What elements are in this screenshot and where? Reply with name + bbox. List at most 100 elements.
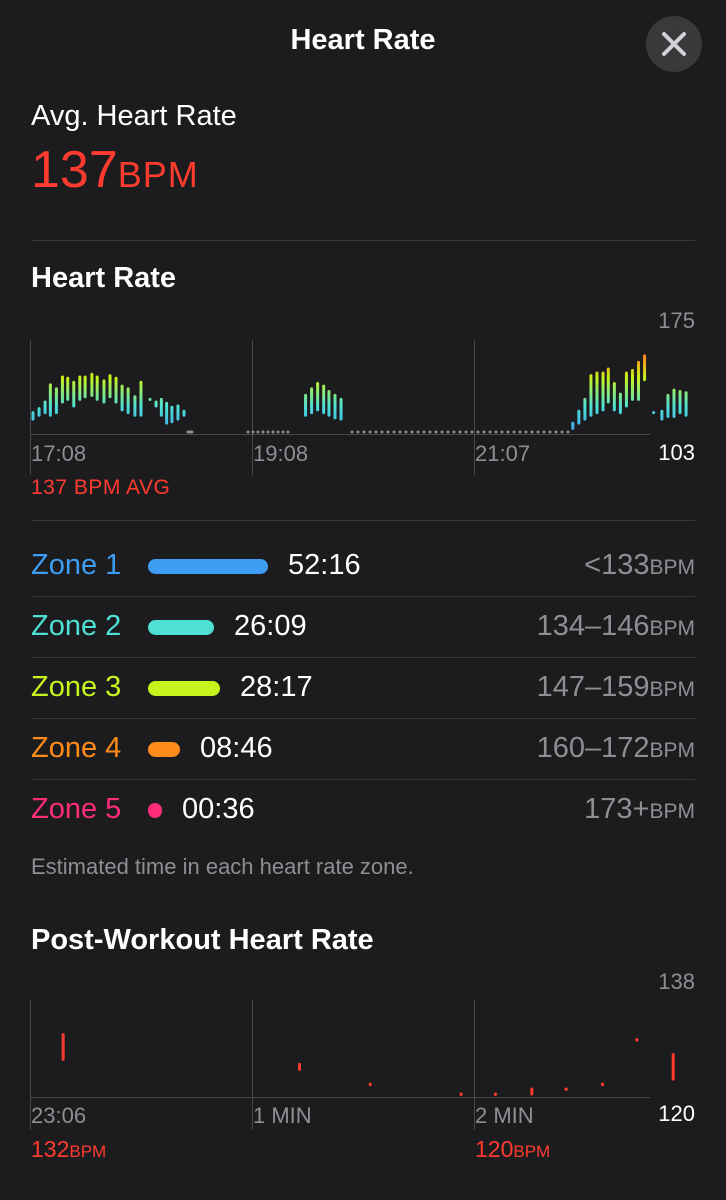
y-max-label: 175 <box>658 308 695 333</box>
post-start-value: 132BPM <box>31 1136 106 1163</box>
hr-gap-dot <box>281 430 285 434</box>
zone-name: Zone 1 <box>31 549 122 581</box>
zone-row: Zone 4 08:46 160–172BPM <box>31 720 695 780</box>
zone-range: 160–172BPM <box>537 732 695 765</box>
y-max-label: 138 <box>658 969 695 994</box>
hr-gap-dot <box>392 430 396 434</box>
hr-gap-dot <box>404 430 408 434</box>
sheet-title: Heart Rate <box>290 24 436 56</box>
zone-divider <box>31 596 695 597</box>
hr-gap-dot <box>276 430 280 434</box>
hr-gap-dot <box>470 430 474 434</box>
hr-gap-dot <box>536 430 540 434</box>
avg-value-number: 137 <box>31 141 118 199</box>
x-label-2: 19:08 <box>253 441 308 466</box>
hr-gap-dot <box>494 430 498 434</box>
zone-divider <box>31 779 695 780</box>
hr-gap-dot <box>398 430 402 434</box>
hr-gap-dot <box>374 430 378 434</box>
zone-range-unit: BPM <box>649 678 695 701</box>
zone-name: Zone 4 <box>31 732 122 764</box>
hr-gap-dot <box>410 430 414 434</box>
zone-range: <133BPM <box>584 549 695 582</box>
hr-gap-dot <box>286 430 290 434</box>
hr-gap-dot <box>246 430 250 434</box>
post-end-number: 120 <box>475 1136 514 1162</box>
zone-range-unit: BPM <box>649 617 695 640</box>
hr-gap-dot <box>446 430 450 434</box>
hr-gap-dot <box>548 430 552 434</box>
zone-row: Zone 3 28:17 147–159BPM <box>31 659 695 719</box>
heart-rate-heading: Heart Rate <box>31 262 177 294</box>
zone-time: 26:09 <box>234 610 307 642</box>
zone-duration-bar <box>148 620 214 635</box>
hr-gap-dot <box>488 430 492 434</box>
hr-gap-dot <box>356 430 360 434</box>
zone-range-value: <133 <box>584 549 650 581</box>
zone-time: 28:17 <box>240 671 313 703</box>
post-end-unit: BPM <box>513 1142 551 1161</box>
hr-gap-dot <box>524 430 528 434</box>
hr-gap-dot <box>530 430 534 434</box>
x-label-2: 1 MIN <box>253 1103 312 1128</box>
x-label-3: 21:07 <box>475 441 530 466</box>
post-end-value: 120BPM <box>475 1136 550 1163</box>
zone-time: 00:36 <box>182 793 255 825</box>
close-icon[interactable] <box>661 31 687 57</box>
divider <box>31 240 695 241</box>
hr-gap-dot <box>560 430 564 434</box>
hr-gap-dot <box>554 430 558 434</box>
hr-gap-dot <box>271 430 275 434</box>
post-start-unit: BPM <box>69 1142 107 1161</box>
zone-range-unit: BPM <box>649 556 695 579</box>
avg-bpm-caption: 137 BPM AVG <box>31 476 171 499</box>
zone-row: Zone 5 00:36 173+BPM <box>31 781 695 841</box>
hr-gap-dot <box>464 430 468 434</box>
zone-footnote: Estimated time in each heart rate zone. <box>31 854 414 879</box>
hr-gap-dot <box>542 430 546 434</box>
zone-divider <box>31 718 695 719</box>
hr-gap-dot <box>500 430 504 434</box>
hr-gap-dot <box>266 430 270 434</box>
hr-gap-dot <box>362 430 366 434</box>
post-workout-chart: 138 120 23:06 1 MIN 2 MIN <box>30 969 695 1130</box>
hr-gap-dot <box>512 430 516 434</box>
hr-gap-dot <box>476 430 480 434</box>
zone-row: Zone 1 52:16 <133BPM <box>31 537 695 597</box>
x-label-3: 2 MIN <box>475 1103 534 1128</box>
hr-gap-dot <box>350 430 354 434</box>
zone-duration-bar <box>148 742 180 757</box>
x-label-1: 17:08 <box>31 441 86 466</box>
avg-heart-rate-label: Avg. Heart Rate <box>31 100 237 132</box>
hr-gap-dot <box>190 430 194 434</box>
zone-divider <box>31 657 695 658</box>
divider <box>31 520 695 521</box>
zone-range-value: 160–172 <box>536 732 650 764</box>
y-min-label: 120 <box>658 1101 695 1126</box>
hr-gap-dot <box>452 430 456 434</box>
hr-gap-dot <box>251 430 255 434</box>
y-min-label: 103 <box>658 440 695 465</box>
avg-heart-rate-value: 137BPM <box>31 140 199 200</box>
zone-time: 52:16 <box>288 549 361 581</box>
hr-gap-dot <box>416 430 420 434</box>
zone-range-value: 147–159 <box>536 671 650 703</box>
zone-name: Zone 5 <box>31 793 122 825</box>
zone-range: 173+BPM <box>584 793 695 826</box>
post-start-number: 132 <box>31 1136 70 1162</box>
hr-gap-dot <box>458 430 462 434</box>
hr-gap-dot <box>386 430 390 434</box>
hr-gap-dot <box>518 430 522 434</box>
zone-row: Zone 2 26:09 134–146BPM <box>31 598 695 658</box>
zone-duration-bar <box>148 559 268 574</box>
hr-gap-dot <box>482 430 486 434</box>
zone-duration-bar <box>148 681 220 696</box>
hr-gap-dot <box>422 430 426 434</box>
close-button[interactable] <box>646 16 702 72</box>
hr-gap-dot <box>261 430 265 434</box>
hr-gap-dot <box>440 430 444 434</box>
zone-range-unit: BPM <box>649 739 695 762</box>
hr-gap-dot <box>566 430 570 434</box>
hr-gap-dot <box>380 430 384 434</box>
zone-name: Zone 2 <box>31 610 122 642</box>
